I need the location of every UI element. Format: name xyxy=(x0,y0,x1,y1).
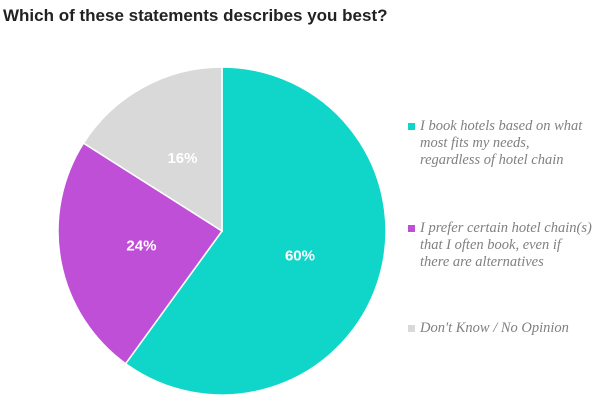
pie-slice xyxy=(124,66,387,396)
legend-item: Don't Know / No Opinion xyxy=(408,320,593,337)
legend-label: Don't Know / No Opinion xyxy=(420,320,569,336)
chart-title: Which of these statements describes you … xyxy=(3,6,388,25)
slice-label: 16% xyxy=(167,150,197,167)
pie-slice xyxy=(82,66,223,233)
slice-label: 24% xyxy=(126,237,156,254)
legend-label: I book hotels based on what most fits my… xyxy=(420,118,583,168)
pie-slice xyxy=(57,142,224,365)
legend-label: I prefer certain hotel chain(s) that I o… xyxy=(420,220,592,270)
legend-swatch xyxy=(408,123,415,130)
legend-swatch xyxy=(408,225,415,232)
slice-label: 60% xyxy=(285,247,315,264)
legend-item: I prefer certain hotel chain(s) that I o… xyxy=(408,220,593,271)
legend-item: I book hotels based on what most fits my… xyxy=(408,118,593,169)
legend-swatch xyxy=(408,325,415,332)
